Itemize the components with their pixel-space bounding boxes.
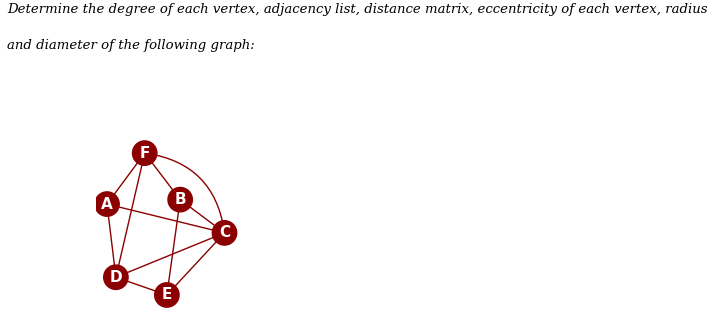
Text: Determine the degree of each vertex, adjacency list, distance matrix, eccentrici: Determine the degree of each vertex, adj… (7, 3, 707, 16)
Text: F: F (140, 146, 150, 161)
Text: E: E (162, 288, 172, 303)
Text: B: B (175, 192, 186, 207)
Text: A: A (101, 197, 113, 212)
Circle shape (95, 192, 119, 216)
Text: C: C (219, 225, 230, 240)
Circle shape (133, 141, 157, 165)
Circle shape (168, 187, 193, 212)
Circle shape (103, 265, 128, 289)
Text: D: D (110, 270, 122, 285)
FancyArrowPatch shape (148, 154, 224, 230)
Circle shape (212, 221, 237, 245)
Text: and diameter of the following graph:: and diameter of the following graph: (7, 39, 255, 52)
Circle shape (155, 283, 179, 307)
